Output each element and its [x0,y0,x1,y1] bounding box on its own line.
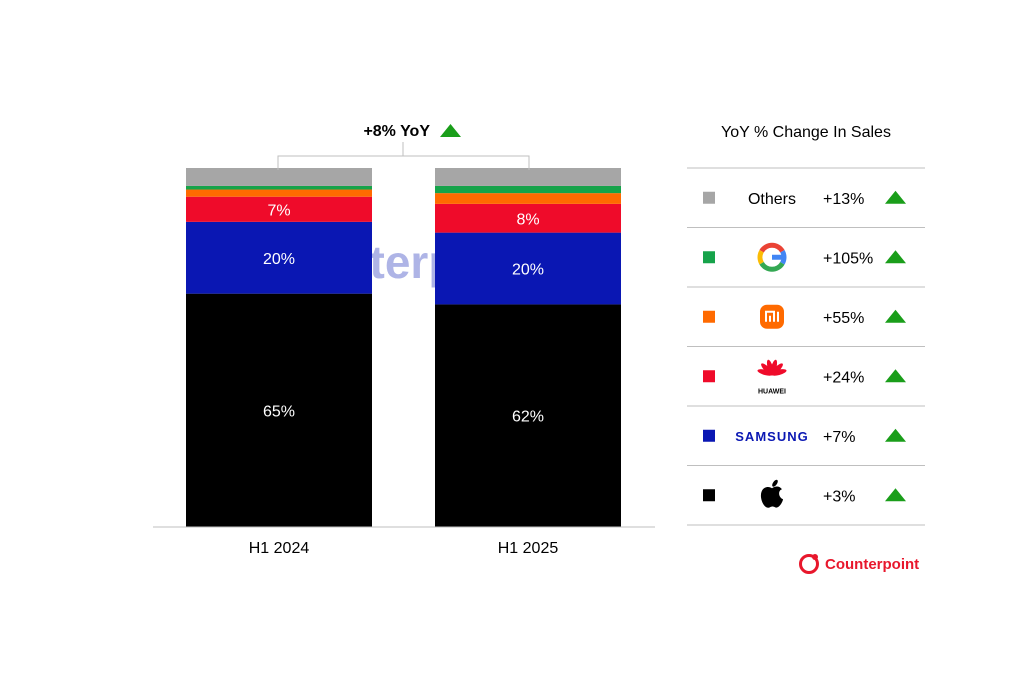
stacked-bars: 65% 20% 7% 62% 20% 8% [186,168,621,527]
x-tick-label: H1 2025 [498,540,559,557]
legend-name: Others [748,191,796,208]
data-label-samsung-1: 20% [512,262,544,279]
xiaomi-logo-bg [760,304,784,329]
huawei-petal [771,369,787,376]
xiaomi-logo-icon [760,304,784,329]
data-label-apple-1: 62% [512,409,544,426]
legend-swatch [703,251,715,264]
legend-title: YoY % Change In Sales [721,124,891,141]
google-logo-icon [757,242,787,272]
huawei-logo-icon: HUAWEI [757,359,787,395]
legend: YoY % Change In Sales Others +13% +105% +55… [687,124,925,526]
legend-change-value: +7% [823,429,855,446]
others-text: Others [748,191,796,208]
bar-xiaomi-h1-2024 [186,189,372,197]
brand-logo: Counterpoint [799,554,919,574]
yoy-annotation: +8% YoY [277,123,530,170]
data-label-samsung-0: 20% [263,251,295,268]
bar-google-h1-2024 [186,185,372,190]
yoy-text: +8% YoY [363,123,430,140]
up-triangle-icon [885,488,906,502]
legend-change-value: +55% [823,310,864,327]
x-tick-label: H1 2024 [249,540,310,557]
legend-swatch [703,191,715,204]
bar-xiaomi-h1-2025 [435,193,621,204]
bar-apple-h1-2025 [435,304,621,527]
data-label-apple-0: 65% [263,403,295,420]
google-logo-arc [757,250,764,265]
legend-swatch [703,429,715,442]
samsung-wordmark: SAMSUNG [735,429,808,444]
legend-change-value: +13% [823,191,864,208]
apple-logo-icon [760,479,783,508]
up-triangle-icon [885,190,906,204]
up-triangle-icon [440,124,461,137]
bar-samsung-h1-2025 [435,232,621,305]
legend-swatch [703,489,715,502]
brand-name: Counterpoint [825,556,919,573]
apple-leaf [772,479,778,487]
google-logo-arc [759,242,785,253]
bar-google-h1-2025 [435,185,621,194]
legend-swatch [703,310,715,323]
bar-samsung-h1-2024 [186,221,372,294]
legend-change-value: +24% [823,369,864,386]
yoy-bracket [277,155,530,170]
legend-swatch [703,370,715,383]
data-label-huawei-1: 8% [516,211,539,228]
huawei-wordmark: HUAWEI [758,388,786,395]
counterpoint-logo-dot [812,554,818,560]
bar-others-h1-2024 [186,168,372,186]
bar-huawei-h1-2024 [186,196,372,222]
up-triangle-icon [885,250,906,264]
legend-change-value: +3% [823,488,855,505]
bar-apple-h1-2024 [186,293,372,527]
up-triangle-icon [885,428,906,442]
xiaomi-logo-mark [765,310,779,322]
legend-change-value: +105% [823,250,873,267]
samsung-logo-icon: SAMSUNG [735,429,808,444]
bar-others-h1-2025 [435,168,621,186]
apple-body [760,486,783,508]
up-triangle-icon [885,309,906,323]
up-triangle-icon [885,369,906,383]
google-logo-bar [772,254,785,260]
bar-huawei-h1-2025 [435,203,621,233]
data-label-huawei-0: 7% [267,202,290,219]
x-axis-ticks: H1 2024 H1 2025 [249,540,559,557]
counterpoint-logo-icon [799,554,819,574]
google-logo-arc [759,261,785,272]
